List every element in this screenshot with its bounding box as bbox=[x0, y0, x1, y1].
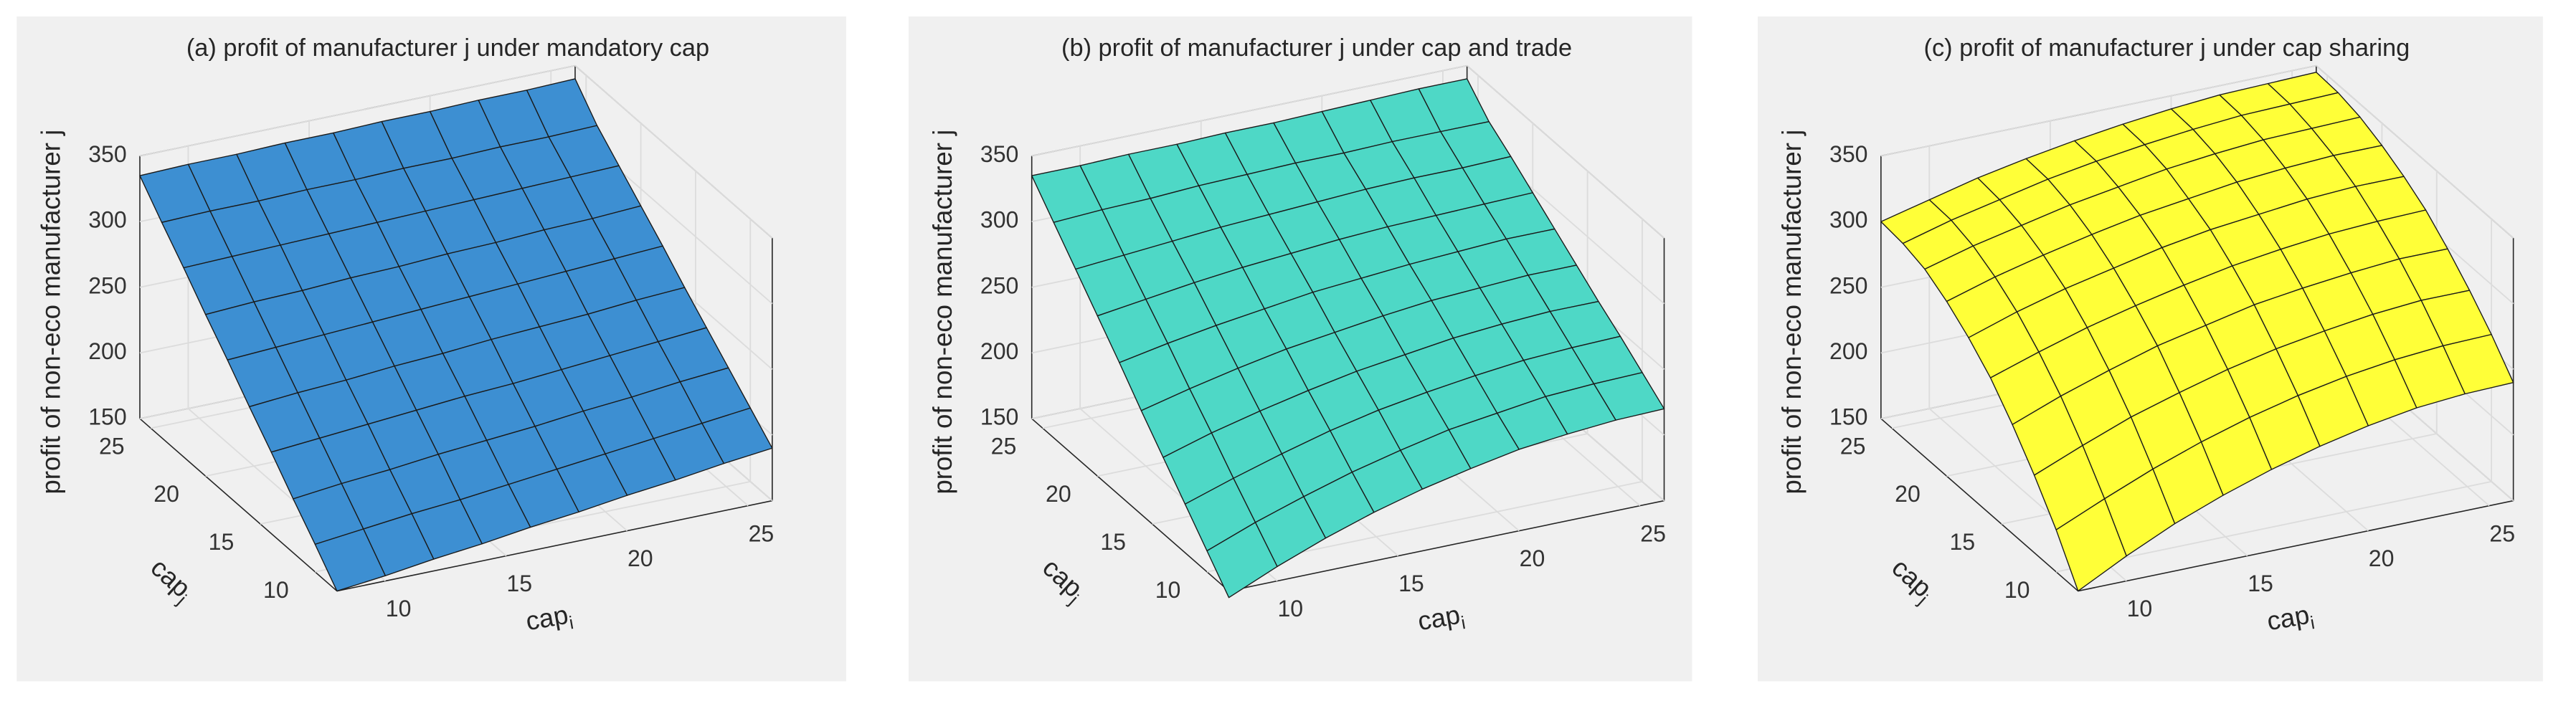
x-tick-label: 10 bbox=[1277, 596, 1303, 621]
axis-box bbox=[139, 418, 338, 592]
z-tick-label: 300 bbox=[1829, 207, 1867, 233]
grid-line bbox=[2055, 480, 2492, 573]
x-tick-label: 20 bbox=[628, 545, 653, 571]
z-tick-label: 350 bbox=[1829, 141, 1867, 167]
y-tick-label: 25 bbox=[99, 433, 125, 459]
x-tick-label: 10 bbox=[386, 596, 412, 621]
x-tick-label: 15 bbox=[506, 571, 532, 596]
panel: (a) profit of manufacturer j under manda… bbox=[16, 16, 846, 682]
grid-line bbox=[574, 65, 773, 239]
axis-box bbox=[1031, 418, 1230, 592]
axis-box bbox=[1880, 418, 2079, 592]
grid-line bbox=[2316, 65, 2514, 239]
z-tick-label: 350 bbox=[980, 141, 1018, 167]
z-tick-label: 200 bbox=[88, 338, 126, 364]
z-tick-label: 300 bbox=[980, 207, 1018, 233]
z-tick-label: 350 bbox=[88, 141, 126, 167]
axis-box bbox=[1228, 500, 1665, 592]
x-axis-label: capi bbox=[2265, 599, 2316, 640]
z-tick-label: 150 bbox=[1829, 404, 1867, 430]
y-tick-label: 20 bbox=[1046, 481, 1071, 507]
x-axis-label: capi bbox=[1416, 599, 1467, 640]
x-axis-label-base: cap bbox=[2265, 599, 2311, 636]
chart-title: (a) profit of manufacturer j under manda… bbox=[186, 34, 709, 62]
x-tick-label: 20 bbox=[1520, 545, 1545, 571]
chart-title: (b) profit of manufacturer j under cap a… bbox=[1061, 34, 1572, 62]
x-axis-label-base: cap bbox=[524, 599, 570, 636]
y-tick-label: 20 bbox=[153, 481, 179, 507]
z-tick-label: 250 bbox=[980, 272, 1018, 298]
axis-box bbox=[336, 500, 772, 592]
x-tick-label: 20 bbox=[2369, 545, 2395, 571]
axis-box bbox=[2078, 500, 2514, 592]
grid-line bbox=[1031, 65, 1467, 157]
z-tick-label: 150 bbox=[88, 404, 126, 430]
y-tick-label: 10 bbox=[263, 577, 289, 603]
z-axis-label: profit of non-eco manufacturer j bbox=[36, 130, 65, 495]
x-axis-label-base: cap bbox=[1416, 599, 1462, 636]
x-tick-label: 15 bbox=[1398, 571, 1424, 596]
z-tick-label: 250 bbox=[1829, 272, 1867, 298]
surface-patch bbox=[314, 528, 386, 592]
y-tick-label: 15 bbox=[1949, 529, 1975, 555]
x-tick-label: 10 bbox=[2127, 596, 2153, 621]
z-tick-label: 250 bbox=[88, 272, 126, 298]
x-tick-label: 25 bbox=[2489, 520, 2515, 546]
z-tick-label: 200 bbox=[1829, 338, 1867, 364]
surface-patch bbox=[1206, 522, 1278, 599]
x-tick-label: 25 bbox=[1640, 520, 1666, 546]
x-axis-label-subscript: i bbox=[1459, 613, 1467, 634]
y-tick-label: 10 bbox=[2004, 577, 2030, 603]
x-tick-label: 25 bbox=[749, 520, 775, 546]
x-axis-label-subscript: i bbox=[2309, 613, 2316, 634]
z-tick-label: 150 bbox=[980, 404, 1018, 430]
y-tick-label: 15 bbox=[1100, 529, 1126, 555]
grid-line bbox=[1467, 65, 1665, 239]
z-tick-label: 200 bbox=[980, 338, 1018, 364]
x-axis-label: capi bbox=[524, 599, 575, 640]
grid-line bbox=[1880, 65, 2316, 157]
chart-title: (c) profit of manufacturer j under cap s… bbox=[1924, 34, 2410, 62]
z-axis-label: profit of non-eco manufacturer j bbox=[928, 130, 957, 495]
grid-line bbox=[139, 65, 576, 157]
y-tick-label: 25 bbox=[991, 433, 1017, 459]
x-axis-label-subscript: i bbox=[568, 613, 575, 634]
panel: (b) profit of manufacturer j under cap a… bbox=[908, 16, 1692, 682]
z-tick-label: 300 bbox=[88, 207, 126, 233]
z-axis-label: profit of non-eco manufacturer j bbox=[1777, 130, 1806, 495]
x-tick-label: 15 bbox=[2248, 571, 2273, 596]
y-tick-label: 10 bbox=[1155, 577, 1181, 603]
y-tick-label: 20 bbox=[1895, 481, 1921, 507]
panel: (c) profit of manufacturer j under cap s… bbox=[1758, 16, 2543, 682]
y-tick-label: 15 bbox=[209, 529, 235, 555]
y-tick-label: 25 bbox=[1840, 433, 1866, 459]
surface-patch bbox=[2055, 498, 2127, 592]
